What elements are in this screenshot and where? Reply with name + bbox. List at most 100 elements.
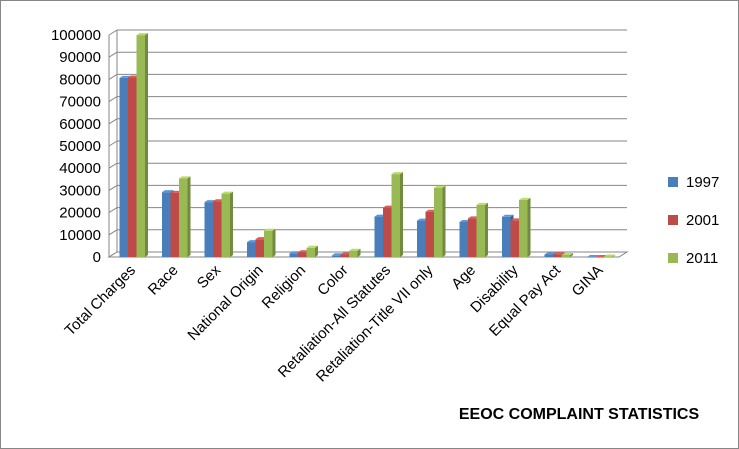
bar-side <box>442 185 446 257</box>
x-tick-label: Color <box>314 262 351 299</box>
y-tick-label: 20000 <box>59 205 101 222</box>
gridline-side <box>108 96 118 103</box>
bar-front <box>553 254 562 257</box>
bar-2011-5 <box>349 248 361 257</box>
bar-2011-2 <box>221 191 233 257</box>
bar-front <box>425 211 434 257</box>
bar-top <box>434 185 446 188</box>
bar-front <box>604 256 613 257</box>
bar-front <box>544 254 553 257</box>
x-tick-label: Religion <box>259 262 309 312</box>
bar-top <box>587 255 599 257</box>
bar-top <box>179 176 191 179</box>
bar-front <box>510 220 519 257</box>
bar-top <box>502 214 514 217</box>
bar-front <box>170 192 179 257</box>
y-tick-label: 30000 <box>59 182 101 199</box>
bar-front <box>332 255 341 257</box>
bar-front <box>587 257 596 258</box>
bar-top <box>136 33 148 36</box>
bar-top <box>604 254 616 257</box>
bar-2011-10 <box>561 252 573 257</box>
bar-side <box>357 248 361 257</box>
bar-side <box>400 172 403 257</box>
y-tick-label: 60000 <box>59 116 101 133</box>
gridline-side <box>108 73 118 80</box>
bar-side <box>187 176 191 257</box>
gridlines <box>108 29 627 258</box>
bar-side <box>315 245 318 257</box>
bar-front <box>374 216 383 257</box>
bar-side <box>612 254 616 257</box>
bar-top <box>519 197 531 200</box>
bar-2011-4 <box>306 245 318 257</box>
bar-front <box>119 77 128 257</box>
y-tick-label: 50000 <box>59 138 101 155</box>
bar-front <box>595 257 604 258</box>
bar-front <box>264 230 273 257</box>
bar-top <box>119 75 131 78</box>
bar-front <box>221 193 230 257</box>
y-tick-label: 90000 <box>59 49 101 66</box>
bar-front <box>289 253 298 257</box>
bar-2011-7 <box>434 185 446 257</box>
bar-2011-0 <box>136 33 148 257</box>
bar-front <box>434 187 443 257</box>
bar-front <box>179 178 188 257</box>
legend-label: 2011 <box>686 250 718 267</box>
bar-front <box>136 35 145 257</box>
y-tick-label: 80000 <box>59 71 101 88</box>
bar-2011-8 <box>476 202 488 257</box>
bar-top <box>264 228 276 231</box>
bar-front <box>349 250 358 257</box>
bar-2011-1 <box>179 176 191 257</box>
bar-front <box>391 174 400 257</box>
chart-title: EEOC COMPLAINT STATISTICS <box>459 406 700 423</box>
bar-side <box>570 252 573 257</box>
bar-top <box>162 190 174 193</box>
y-tick-label: 10000 <box>59 227 101 244</box>
bar-2011-3 <box>264 228 276 257</box>
bar-front <box>204 202 213 257</box>
floor-plane <box>107 251 629 258</box>
legend-swatch <box>668 177 678 187</box>
y-tick-label: 0 <box>93 249 101 266</box>
gridline-side <box>108 29 118 36</box>
bar-front <box>213 201 222 257</box>
bar-front <box>128 77 137 257</box>
bar-front <box>476 204 485 257</box>
legend-label: 2001 <box>686 212 719 229</box>
gridline-side <box>108 51 118 58</box>
gridline-side <box>108 184 118 191</box>
gridline-side <box>108 207 118 214</box>
bar-top <box>221 191 233 194</box>
x-tick-label: Total Charges <box>62 262 139 339</box>
bar-top <box>553 252 565 255</box>
x-tick-label: National Origin <box>184 262 266 344</box>
chart-floor <box>107 251 629 258</box>
bar-side <box>272 228 276 257</box>
legend-label: 1997 <box>686 174 719 191</box>
bar-front <box>502 216 511 257</box>
bar-front <box>468 218 477 257</box>
x-tick-label: GINA <box>569 262 607 300</box>
y-tick-label: 40000 <box>59 160 101 177</box>
gridline-side <box>108 118 118 125</box>
gridline-side <box>108 162 118 169</box>
x-tick-label: Race <box>145 262 182 299</box>
bar-front <box>162 192 171 257</box>
bar-top <box>349 248 361 251</box>
bar-top <box>544 252 556 255</box>
bar-series-group <box>119 33 616 258</box>
bar-top <box>476 202 488 205</box>
y-axis-tick-labels: 0 10000 20000 30000 40000 50000 60000 70000 8000… <box>51 27 101 266</box>
y-tick-label: 70000 <box>59 94 101 111</box>
y-tick-label: 100000 <box>51 27 101 44</box>
bar-front <box>417 220 426 257</box>
bar-2011-9 <box>519 197 531 257</box>
bar-front <box>306 247 315 257</box>
bar-front <box>459 221 468 257</box>
bar-front <box>383 207 392 257</box>
